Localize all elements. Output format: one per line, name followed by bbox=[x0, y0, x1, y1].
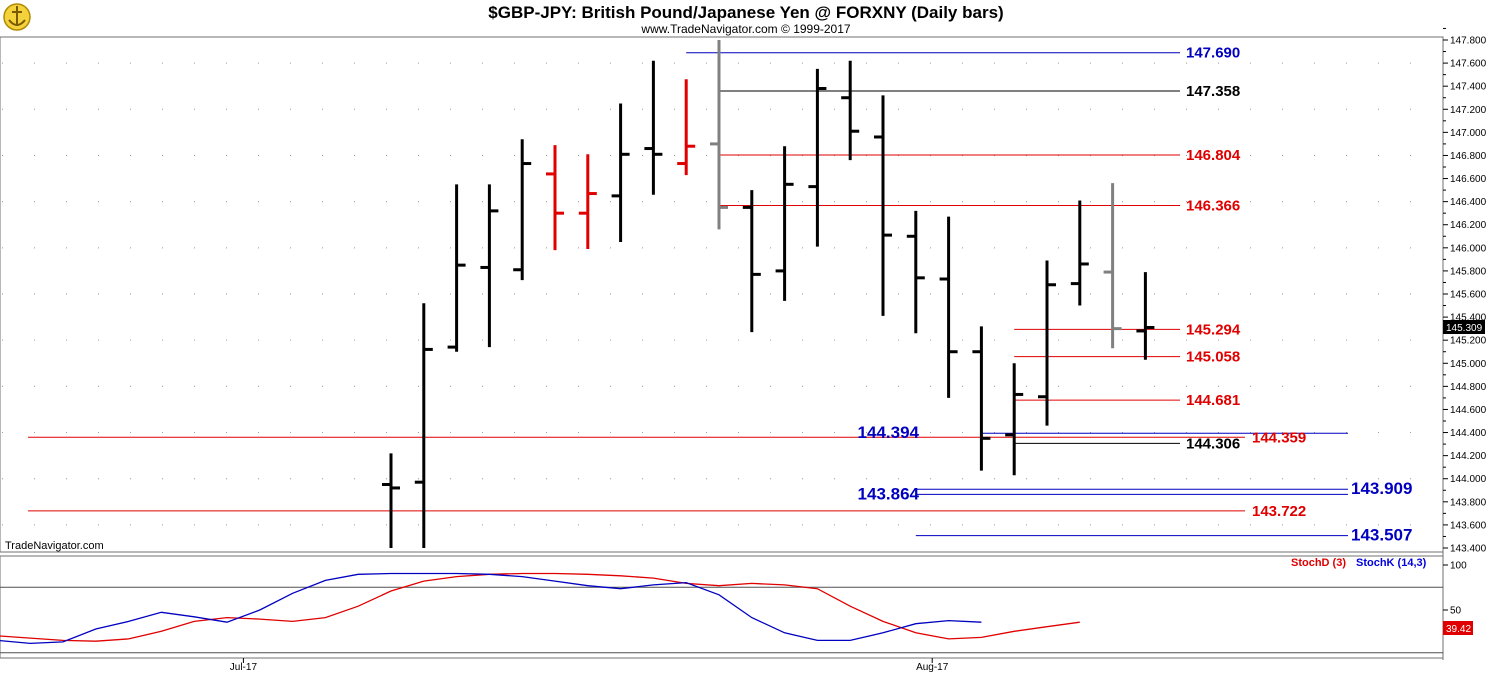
chart-title: $GBP-JPY: British Pound/Japanese Yen @ F… bbox=[488, 3, 1003, 22]
ohlc-bar bbox=[972, 326, 991, 471]
chart-subtitle: www.TradeNavigator.com © 1999-2017 bbox=[640, 22, 850, 36]
stoch-tick-label: 50 bbox=[1450, 606, 1462, 617]
ohlc-bar bbox=[1038, 260, 1056, 426]
level-label: 145.294 bbox=[1186, 321, 1241, 338]
price-tick-label: 146.800 bbox=[1450, 151, 1487, 162]
price-tick-label: 145.400 bbox=[1450, 313, 1487, 324]
level-label: 143.722 bbox=[1252, 503, 1306, 520]
ohlc-bar bbox=[546, 145, 564, 251]
ohlc-bar bbox=[742, 190, 761, 333]
ohlc-bar bbox=[1005, 363, 1024, 476]
date-axis: Jul-17 Aug-17 bbox=[230, 658, 949, 673]
stochastic-lines bbox=[0, 572, 1080, 645]
support-resistance-levels bbox=[28, 52, 1348, 537]
ohlc-bar bbox=[710, 40, 728, 230]
price-tick-label: 143.800 bbox=[1450, 497, 1487, 508]
level-label: 145.058 bbox=[1186, 349, 1240, 366]
ohlc-bar bbox=[677, 79, 696, 176]
price-tick-label: 146.200 bbox=[1450, 220, 1487, 231]
ohlc-bar bbox=[939, 216, 958, 398]
price-tick-label: 147.000 bbox=[1450, 128, 1487, 139]
level-labels: 147.690 147.358 146.804 146.366 145.294 145.0… bbox=[858, 45, 1413, 545]
level-label: 143.864 bbox=[858, 484, 920, 503]
price-tick-label: 147.200 bbox=[1450, 105, 1487, 116]
ohlc-bar bbox=[775, 146, 794, 301]
price-tick-label: 147.800 bbox=[1450, 36, 1487, 47]
price-bars bbox=[382, 40, 1155, 548]
price-tick-label: 144.600 bbox=[1450, 405, 1487, 416]
stoch-series-line bbox=[0, 572, 982, 645]
level-label: 143.909 bbox=[1351, 479, 1412, 498]
level-label: 143.507 bbox=[1351, 526, 1412, 545]
level-label: 144.306 bbox=[1186, 435, 1240, 452]
date-tick-label: Jul-17 bbox=[230, 662, 258, 673]
indicator-panel-frame bbox=[0, 555, 1444, 659]
ohlc-bar bbox=[578, 154, 597, 249]
level-label: 144.359 bbox=[1252, 429, 1306, 446]
level-label: 144.681 bbox=[1186, 392, 1240, 409]
ohlc-bar bbox=[513, 139, 532, 281]
stoch-last-text: 39.42 bbox=[1446, 624, 1471, 635]
level-label: 144.394 bbox=[858, 423, 920, 442]
stoch-last-badge bbox=[1443, 621, 1473, 635]
price-tick-label: 145.800 bbox=[1450, 266, 1487, 277]
ohlc-bar bbox=[874, 95, 892, 316]
trade-navigator-logo-icon bbox=[3, 3, 31, 31]
indicator-axis: 100 50 bbox=[1443, 561, 1467, 617]
ohlc-bar bbox=[480, 184, 499, 348]
ohlc-bar bbox=[1103, 183, 1122, 349]
ohlc-bar bbox=[906, 210, 925, 334]
watermark-text: TradeNavigator.com bbox=[5, 540, 104, 552]
level-label: 147.358 bbox=[1186, 83, 1240, 100]
ohlc-bar bbox=[644, 60, 663, 195]
price-tick-label: 146.600 bbox=[1450, 174, 1487, 185]
price-tick-label: 145.200 bbox=[1450, 336, 1487, 347]
stoch-tick-label: 100 bbox=[1450, 561, 1467, 572]
level-label: 146.804 bbox=[1186, 147, 1241, 164]
ohlc-bar bbox=[447, 184, 466, 352]
indicator-grid bbox=[0, 586, 1443, 654]
ohlc-bar bbox=[611, 103, 630, 243]
ohlc-bar bbox=[841, 60, 860, 161]
last-price-badge bbox=[1443, 320, 1485, 334]
ohlc-bar bbox=[808, 68, 827, 247]
stoch-series-line bbox=[0, 572, 1080, 642]
stochk-legend: StochK (14,3) bbox=[1356, 557, 1427, 569]
ohlc-bar bbox=[1070, 200, 1089, 306]
ohlc-bar bbox=[414, 303, 433, 548]
price-panel-frame bbox=[0, 36, 1444, 553]
ohlc-bar bbox=[1136, 272, 1155, 360]
level-label: 147.690 bbox=[1186, 45, 1240, 62]
price-tick-label: 144.200 bbox=[1450, 451, 1487, 462]
stochd-legend: StochD (3) bbox=[1291, 557, 1346, 569]
price-tick-label: 145.000 bbox=[1450, 359, 1487, 370]
price-tick-label: 144.000 bbox=[1450, 474, 1487, 485]
price-tick-label: 143.400 bbox=[1450, 544, 1487, 555]
price-tick-label: 147.600 bbox=[1450, 59, 1487, 70]
last-price-text: 145.309 bbox=[1446, 323, 1483, 334]
level-label: 146.366 bbox=[1186, 198, 1240, 215]
ohlc-bar bbox=[382, 453, 400, 548]
price-tick-label: 146.000 bbox=[1450, 243, 1487, 254]
price-tick-label: 146.400 bbox=[1450, 197, 1487, 208]
price-tick-label: 145.600 bbox=[1450, 290, 1487, 301]
price-tick-label: 143.600 bbox=[1450, 520, 1487, 531]
price-tick-label: 144.800 bbox=[1450, 382, 1487, 393]
price-grid bbox=[2, 62, 1440, 526]
date-tick-label: Aug-17 bbox=[916, 662, 949, 673]
price-tick-label: 147.400 bbox=[1450, 82, 1487, 93]
price-axis: 147.800 147.600 147.400 147.200 147.000 146.8… bbox=[1443, 27, 1487, 555]
price-tick-label: 144.400 bbox=[1450, 428, 1487, 439]
